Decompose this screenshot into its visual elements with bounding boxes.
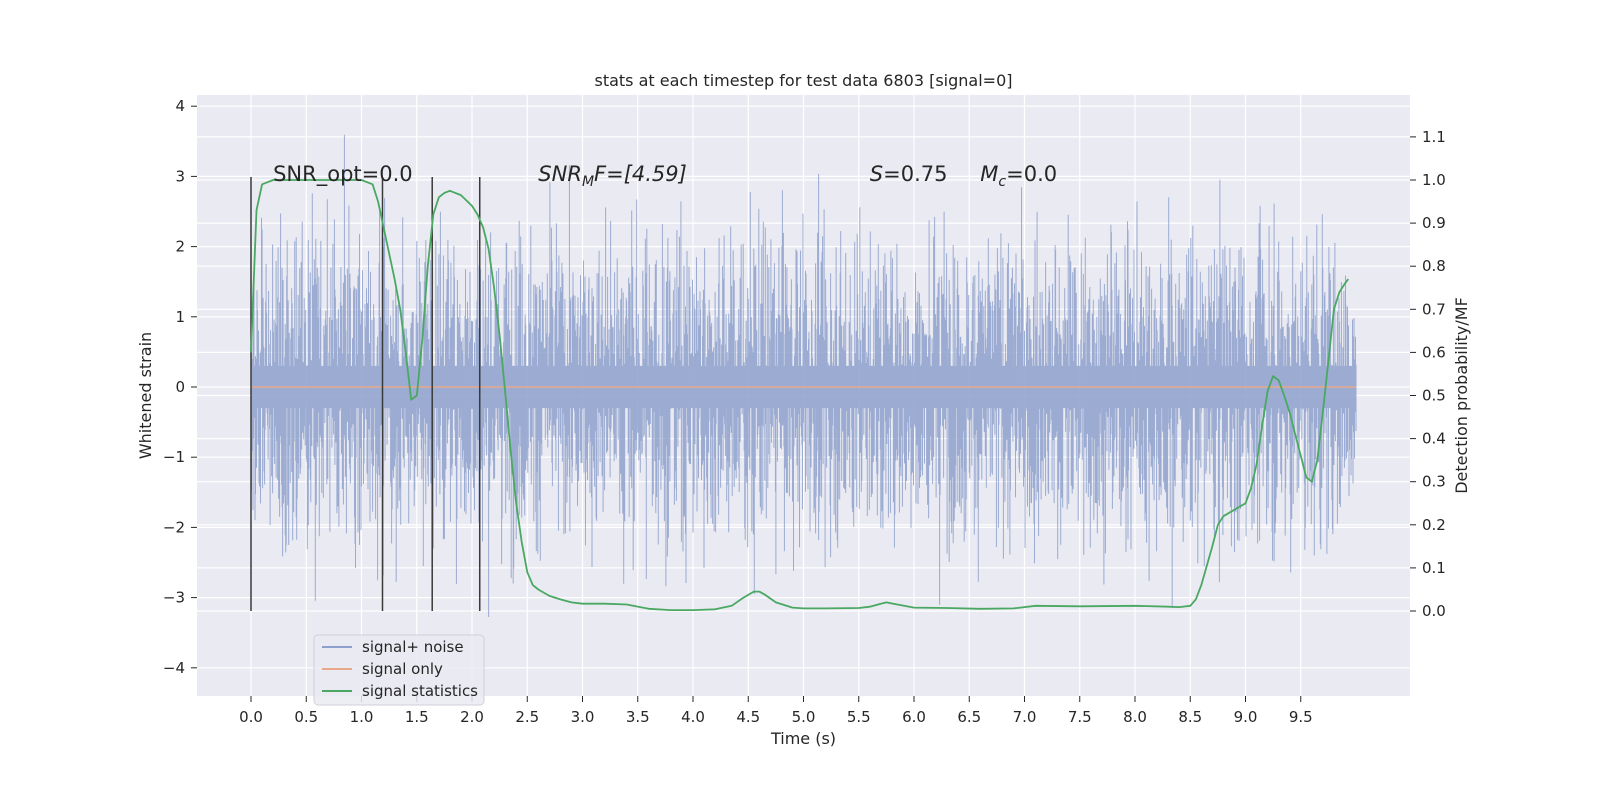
x-tick-label: 5.0 <box>792 708 816 726</box>
x-axis-label: Time (s) <box>770 729 836 748</box>
vertical-markers <box>250 177 481 611</box>
snr-opt-annotation: SNR_opt=0.0 <box>273 162 413 187</box>
snr-mf-annotation: SNRMF=[4.59] <box>538 162 687 190</box>
y-tick-label: −4 <box>163 659 185 677</box>
y2-tick-label: 0.1 <box>1422 559 1446 577</box>
legend: signal+ noise signal only signal statist… <box>313 634 485 706</box>
y2-tick-label: 1.0 <box>1422 171 1446 189</box>
mc-prefix: M <box>980 162 998 186</box>
x-tick-label: 7.5 <box>1068 708 1092 726</box>
axes: 0.0 0.5 1.0 1.5 2.0 2.5 3.0 3.5 4.0 4.5 5.0 5.5 6.0 6… <box>163 97 1446 726</box>
x-tick-label: 2.5 <box>515 708 539 726</box>
x-tick-label: 1.5 <box>405 708 429 726</box>
signal-statistics-line <box>250 179 1350 611</box>
y2-tick-label: 0.6 <box>1422 343 1446 361</box>
s-annotation: S=0.75 <box>870 162 948 186</box>
x-tick-label: 1.0 <box>350 708 374 726</box>
y-axis-label: Whitened strain <box>136 332 155 459</box>
s-value: =0.75 <box>883 162 947 186</box>
x-tick-label: 8.0 <box>1123 708 1147 726</box>
y2-tick-label: 0.8 <box>1422 257 1446 275</box>
x-tick-label: 6.5 <box>957 708 981 726</box>
y-tick-label: −1 <box>163 448 185 466</box>
x-tick-label: 8.5 <box>1178 708 1202 726</box>
s-prefix: S <box>870 162 883 186</box>
y-tick-label: −2 <box>163 518 185 536</box>
x-tick-label: 3.5 <box>626 708 650 726</box>
y-tick-label: 4 <box>175 97 185 115</box>
y-tick-label: 3 <box>175 167 185 185</box>
legend-box <box>313 634 485 706</box>
x-tick-label: 3.0 <box>571 708 595 726</box>
x-tick-label: 4.0 <box>681 708 705 726</box>
y-tick-label: −3 <box>163 589 185 607</box>
snr-mf-subscript: M <box>582 174 594 190</box>
mc-annotation: Mc=0.0 <box>980 162 1057 190</box>
snr-mf-prefix: SNR <box>538 162 582 186</box>
legend-label-noise: signal+ noise <box>362 638 464 656</box>
y-tick-label: 1 <box>175 308 185 326</box>
y2-tick-label: 0.7 <box>1422 300 1446 318</box>
y2-axis-label: Detection probability/MF <box>1452 297 1471 494</box>
y2-tick-label: 0.0 <box>1422 602 1446 620</box>
x-tick-label: 7.0 <box>1013 708 1037 726</box>
chart-title: stats at each timestep for test data 680… <box>594 71 1012 90</box>
legend-label-signal: signal only <box>362 660 443 678</box>
y2-tick-label: 1.1 <box>1422 128 1446 146</box>
y2-tick-label: 0.2 <box>1422 516 1446 534</box>
y2-tick-label: 0.3 <box>1422 473 1446 491</box>
y2-tick-label: 0.5 <box>1422 387 1446 405</box>
y-tick-label: 2 <box>175 238 185 256</box>
x-tick-label: 0.5 <box>294 708 318 726</box>
mc-subscript: c <box>998 174 1006 190</box>
y2-tick-label: 0.9 <box>1422 214 1446 232</box>
x-tick-label: 4.5 <box>736 708 760 726</box>
y-tick-label: 0 <box>175 378 185 396</box>
mc-value: =0.0 <box>1006 162 1057 186</box>
x-tick-label: 9.0 <box>1234 708 1258 726</box>
legend-label-statistics: signal statistics <box>362 682 478 700</box>
y2-tick-label: 0.4 <box>1422 430 1446 448</box>
x-tick-label: 5.5 <box>847 708 871 726</box>
x-tick-label: 6.0 <box>902 708 926 726</box>
x-tick-label: 0.0 <box>239 708 263 726</box>
snr-mf-suffix: F=[4.59] <box>594 162 687 186</box>
x-tick-label: 2.0 <box>460 708 484 726</box>
x-tick-label: 9.5 <box>1289 708 1313 726</box>
